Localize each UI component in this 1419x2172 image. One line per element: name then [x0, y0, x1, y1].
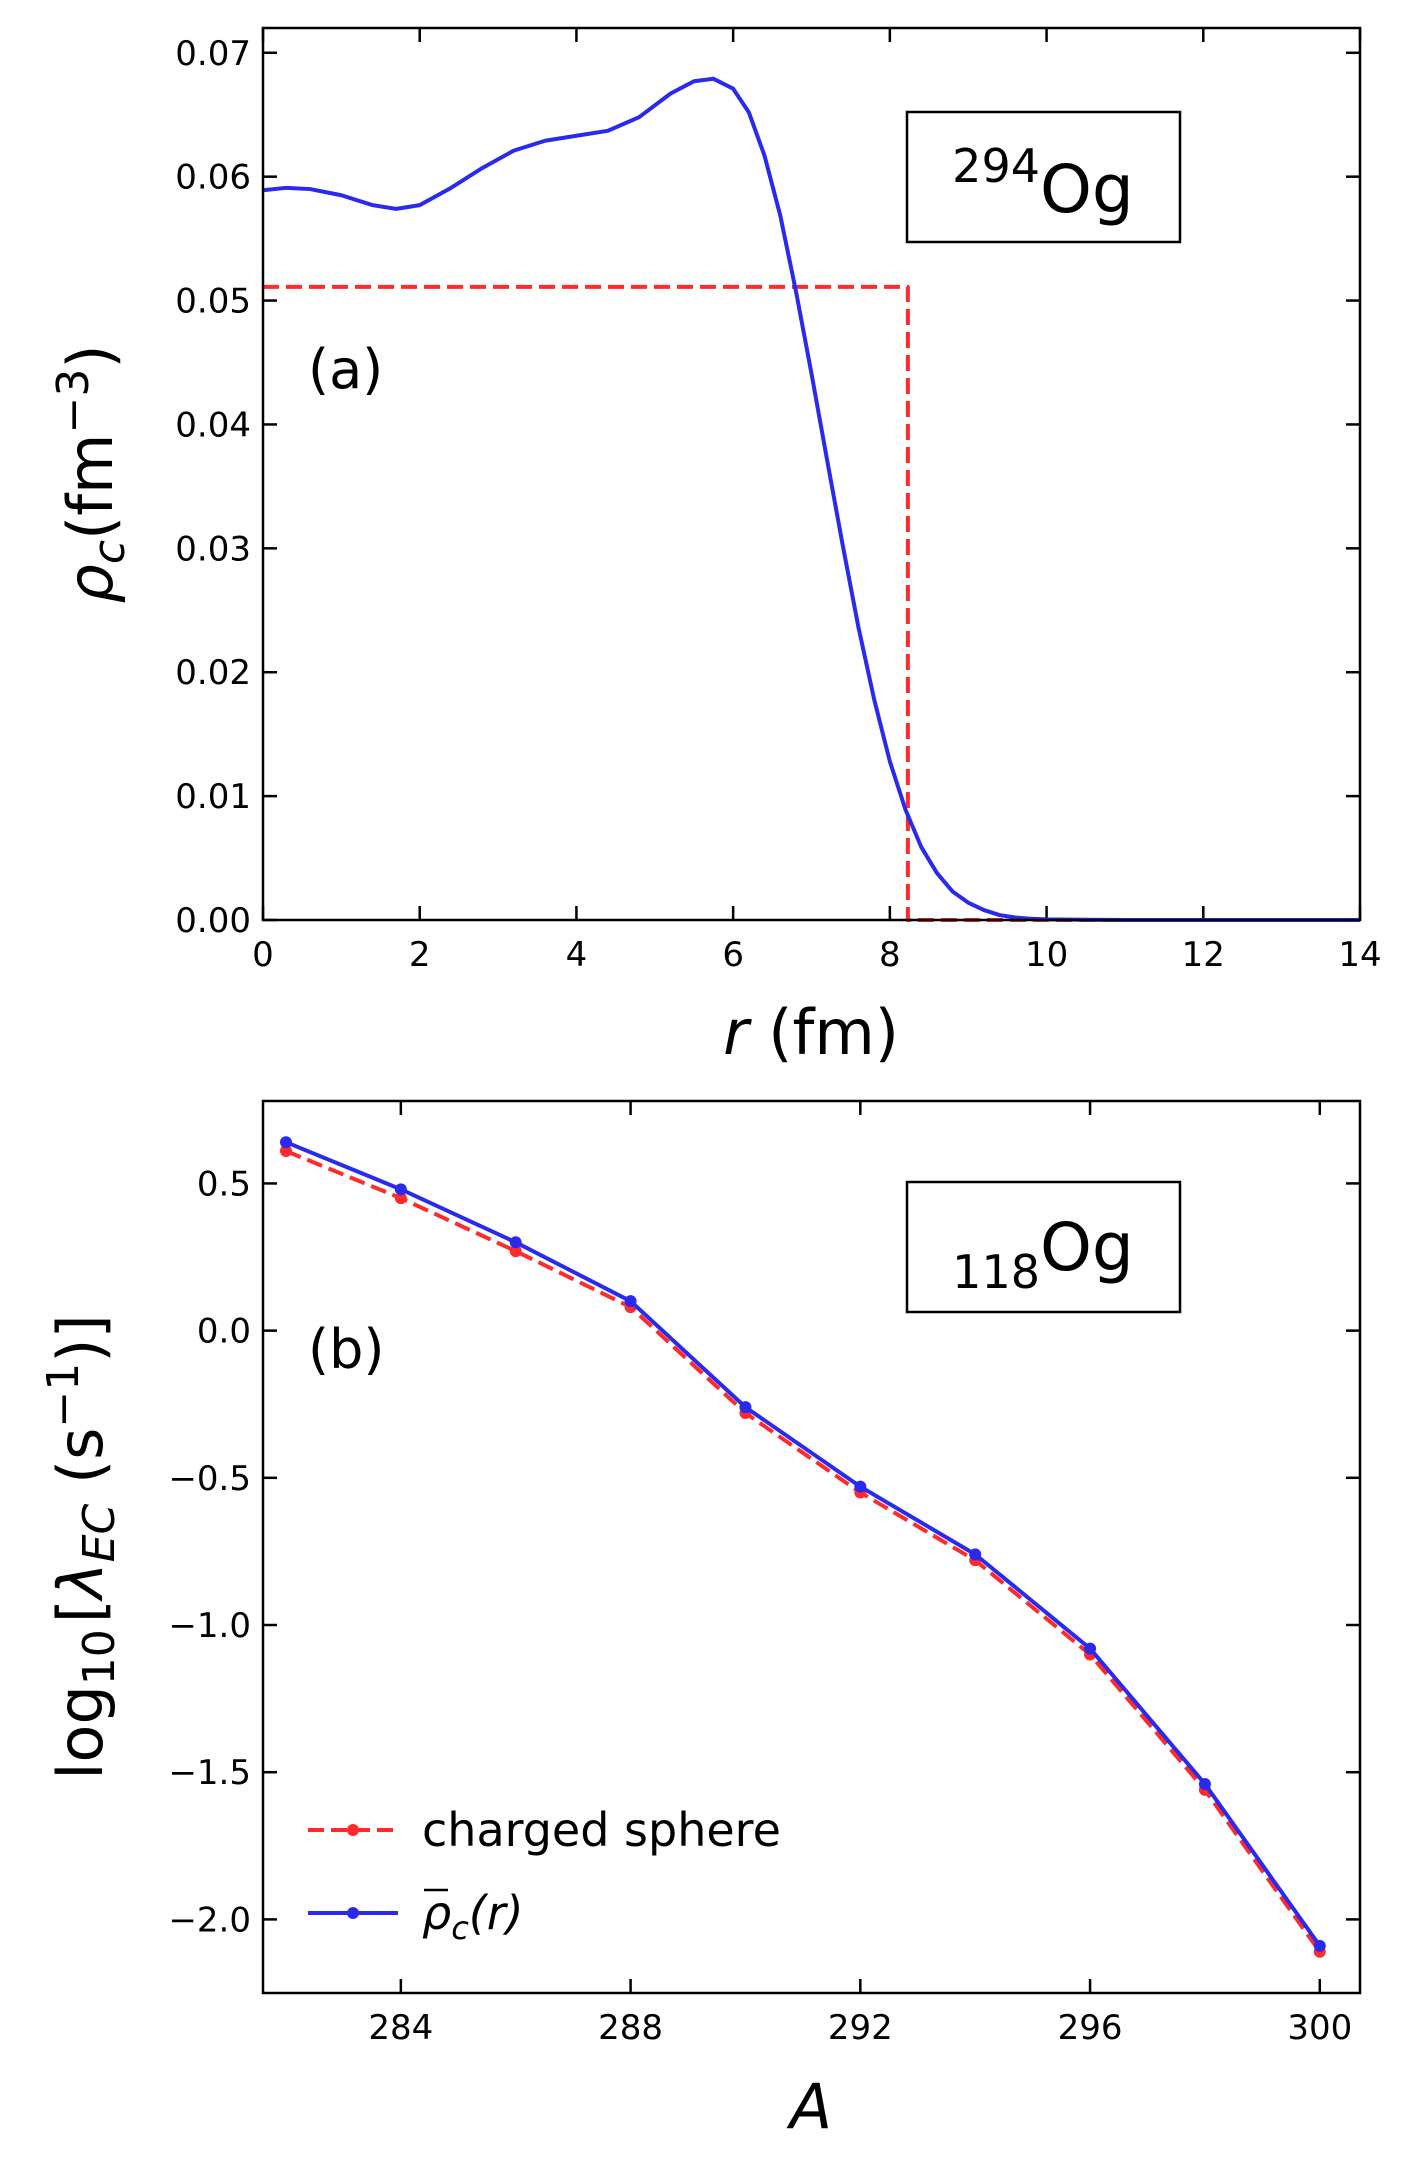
panel1-series-rho: [285, 1140, 1322, 1948]
panel1-ytick-label: 0.0: [197, 1312, 251, 1352]
panel0-ytick-label: 0.00: [175, 901, 251, 941]
panel-a-xlabel-var: r: [723, 996, 752, 1069]
panel-b: 284 288 292 296 300 0.5 0.0 −0.5 −1.0 −1.5 −2.0 lo…: [38, 1099, 1362, 2143]
panel-b-inset-box: [905, 1180, 1182, 1314]
panel-b-ylabel-lambda: λ: [44, 1562, 117, 1602]
panel1-point-rho: [394, 1183, 407, 1196]
panel-a-inset-box: [905, 110, 1182, 244]
panel0-xtick-label: 2: [409, 935, 431, 975]
panel1-ytick-label: −1.5: [168, 1753, 251, 1793]
panel1-xtick-label: 300: [1287, 2008, 1352, 2048]
panel0-ytick-label: 0.06: [175, 158, 251, 198]
panel1-ytick-label: −1.0: [168, 1606, 251, 1646]
panel-b-inset-text: 118Og: [952, 1209, 1134, 1299]
panel-b-ylabel-bracket: [: [44, 1599, 117, 1623]
panel1-point-rho: [1198, 1777, 1211, 1790]
panel1-point-charged-sphere: [279, 1145, 292, 1158]
panel-a-inset-text: 294Og: [952, 139, 1134, 228]
panel-a-ylabel-rho: ρ: [54, 564, 127, 603]
panel0-xtick-label: 4: [566, 935, 588, 975]
panel-b-inset-element: Og: [1040, 1209, 1134, 1286]
panel1-ytick-label: −2.0: [168, 1900, 251, 1940]
legend-marker-rho: [347, 1907, 359, 1919]
panel-a: 0 2 4 6 8 10 12 14 0.00 0.01 0.02 0.03 0.04 0.05 0.06 0…: [48, 26, 1382, 1069]
panel-a-inset-super: 294: [952, 139, 1040, 193]
panel1-xtick-label: 292: [828, 2008, 893, 2048]
panel1-point-rho: [1313, 1939, 1326, 1952]
panel1-point-rho: [509, 1236, 522, 1249]
panel-a-xlabel-unit: (fm): [749, 996, 899, 1069]
panel-a-ylabel-sub: c: [84, 540, 135, 564]
panel0-xtick-label: 0: [252, 935, 274, 975]
panel1-xtick-label: 284: [368, 2008, 433, 2048]
panel-a-ylabel-unit: (fm: [54, 434, 127, 540]
legend-label-charged-sphere: charged sphere: [422, 1803, 781, 1857]
panel0-ytick-label: 0.04: [175, 405, 251, 445]
panel1-point-rho: [969, 1548, 982, 1561]
legend-rho-sub: c: [451, 1909, 469, 1947]
panel-a-ylabel-close: ): [54, 344, 127, 368]
panel-b-legend: charged sphere ρc(r): [308, 1803, 781, 1947]
legend-rho-main: ρ: [422, 1886, 451, 1940]
panel-b-series: [279, 1136, 1326, 1958]
panel-b-ylabel-unit: (s: [44, 1428, 117, 1504]
panel0-xtick-label: 6: [722, 935, 744, 975]
panel-b-ticks: 284 288 292 296 300 0.5 0.0 −0.5 −1.0 −1.5 −2.0: [168, 1101, 1360, 2048]
panel0-series-rho: [262, 76, 1360, 922]
legend-rho-rest: (r): [469, 1886, 524, 1940]
legend-marker-charged-sphere: [347, 1824, 359, 1836]
panel1-ytick-label: −0.5: [168, 1459, 251, 1499]
panel1-point-rho: [279, 1136, 292, 1149]
panel0-xtick-label: 8: [879, 935, 901, 975]
panel1-point-charged-sphere: [394, 1192, 407, 1205]
panel-a-ylabel: ρc(fm−3): [48, 344, 135, 603]
panel0-ytick-label: 0.03: [175, 529, 251, 569]
panel1-xtick-label: 296: [1058, 2008, 1123, 2048]
panel-b-ylabel-sup: −1: [38, 1363, 89, 1428]
panel1-ytick-label: 0.5: [197, 1164, 251, 1204]
panel-a-frame: [261, 26, 1362, 922]
panel1-point-rho: [739, 1401, 752, 1414]
panel0-ytick-label: 0.01: [175, 777, 251, 817]
panel-b-xlabel: A: [786, 2070, 832, 2143]
panel-b-inset-sub: 118: [952, 1245, 1040, 1299]
panel0-ytick-label: 0.05: [175, 282, 251, 322]
panel0-xtick-label: 14: [1338, 935, 1381, 975]
panel-b-label: (b): [308, 1318, 384, 1381]
panel-a-label: (a): [308, 338, 383, 401]
panel0-xtick-label: 12: [1182, 935, 1225, 975]
panel-b-ylabel-log-sub: 10: [74, 1629, 125, 1685]
panel-b-ylabel-lambda-sub: EC: [74, 1503, 125, 1562]
panel-b-ylabel-log: log: [44, 1685, 117, 1780]
panel-a-ylabel-sup: −3: [48, 369, 99, 434]
panel-b-ylabel-close: )]: [44, 1314, 117, 1362]
panel1-point-rho: [624, 1295, 637, 1308]
panel-b-ylabel: log10 [λEC (s−1)]: [38, 1314, 125, 1779]
panel1-point-charged-sphere: [509, 1245, 522, 1258]
panel1-series-charged-sphere: [285, 1149, 1322, 1953]
panel1-point-rho: [854, 1480, 867, 1493]
panel-b-frame: [261, 1099, 1362, 1995]
panel-a-ticks: 0 2 4 6 8 10 12 14 0.00 0.01 0.02 0.03 0.04 0.05 0.06 0…: [175, 28, 1382, 975]
panel-a-xlabel: r (fm): [723, 996, 899, 1069]
panel0-ytick-label: 0.07: [175, 34, 251, 74]
legend-label-rho: ρc(r): [422, 1886, 524, 1947]
panel0-xtick-label: 10: [1025, 935, 1068, 975]
panel1-point-rho: [1084, 1642, 1097, 1655]
panel-a-series: [262, 76, 1360, 922]
panel1-xtick-label: 288: [598, 2008, 663, 2048]
panel-a-inset-element: Og: [1040, 151, 1134, 228]
panel0-ytick-label: 0.02: [175, 653, 251, 693]
